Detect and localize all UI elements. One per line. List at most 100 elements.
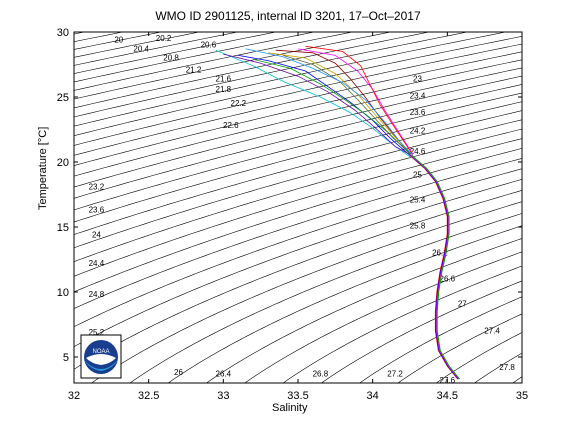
isopycnal-label: 20.8 bbox=[163, 54, 179, 63]
isopycnal-line bbox=[74, 138, 522, 277]
isopycnal-line bbox=[74, 32, 469, 118]
isopycnal-label: 20.4 bbox=[133, 45, 149, 54]
isopycnal-label: 24.8 bbox=[89, 290, 105, 299]
isopycnal-line bbox=[74, 32, 86, 35]
isopycnal-line bbox=[282, 265, 522, 383]
isopycnal-label: 27.2 bbox=[387, 370, 403, 379]
chart-title: WMO ID 2901125, internal ID 3201, 17–Oct… bbox=[155, 9, 421, 23]
x-tick-label: 33.5 bbox=[287, 390, 308, 402]
isopycnal-line bbox=[359, 296, 522, 383]
y-tick-label: 25 bbox=[57, 92, 69, 104]
isopycnal-line bbox=[74, 179, 522, 348]
isopycnal-label: 21.6 bbox=[216, 74, 232, 83]
isopycnal-line bbox=[74, 32, 316, 83]
profile-line bbox=[305, 45, 412, 154]
isopycnal-line bbox=[74, 119, 522, 249]
profile-line bbox=[223, 53, 412, 156]
y-tick-label: 30 bbox=[57, 27, 69, 39]
isopycnal-label: 21.2 bbox=[186, 65, 202, 74]
isopycnal-line bbox=[572, 19, 576, 396]
x-tick-label: 32 bbox=[68, 390, 80, 402]
isopycnal-line bbox=[512, 376, 522, 383]
isopycnal-label: 23.2 bbox=[89, 182, 105, 191]
isopycnal-line bbox=[74, 168, 522, 328]
x-tick-label: 33 bbox=[217, 390, 229, 402]
x-axis-label: Salinity bbox=[272, 402, 308, 414]
noaa-logo-text: NOAA bbox=[92, 349, 109, 355]
isopycnal-label: 24.6 bbox=[410, 147, 426, 156]
isopycnal-line bbox=[74, 190, 522, 370]
isopycnal-label: 27.8 bbox=[499, 363, 515, 372]
isopycnal-label: 26 bbox=[174, 368, 183, 377]
isopycnal-line bbox=[74, 32, 354, 91]
isopycnal-line bbox=[533, 19, 576, 396]
isopycnal-line bbox=[74, 128, 522, 262]
isopycnal-line bbox=[74, 158, 522, 309]
y-tick-label: 15 bbox=[57, 222, 69, 234]
profile-line bbox=[282, 55, 412, 155]
isopycnal-line bbox=[74, 148, 522, 293]
isopycnal-label: 26.2 bbox=[432, 249, 448, 258]
isopycnal-line bbox=[91, 201, 522, 383]
isopycnal-label: 20.2 bbox=[156, 34, 172, 43]
isopycnal-label: 27 bbox=[458, 299, 467, 308]
isopycnal-line bbox=[74, 32, 508, 127]
x-tick-label: 34 bbox=[367, 390, 379, 402]
x-tick-label: 34.5 bbox=[437, 390, 458, 402]
isopycnal-label: 24.4 bbox=[89, 259, 105, 268]
deep-profile-line bbox=[410, 155, 460, 380]
isopycnal-line bbox=[0, 19, 36, 396]
isopycnal-line bbox=[74, 67, 522, 177]
isopycnal-line bbox=[74, 101, 522, 223]
isopycnal-line bbox=[74, 92, 522, 211]
isopycnal-label: 23.4 bbox=[410, 91, 426, 100]
isopycnal-line bbox=[74, 32, 431, 109]
isopycnal-label: 24.2 bbox=[410, 126, 426, 135]
isopycnal-line bbox=[397, 313, 522, 383]
isopycnal-line bbox=[74, 43, 522, 146]
isopycnal-label: 25.4 bbox=[410, 195, 426, 204]
isopycnal-line bbox=[129, 213, 522, 383]
isopycnal-label: 20 bbox=[114, 35, 123, 44]
profile-line bbox=[238, 55, 411, 156]
isopycnal-line bbox=[74, 59, 522, 166]
deep-profile-line bbox=[409, 155, 459, 380]
isopycnal-line bbox=[320, 280, 522, 383]
y-tick-label: 5 bbox=[63, 352, 69, 364]
profile-line bbox=[275, 49, 411, 155]
isopycnal-line bbox=[74, 110, 522, 235]
y-tick-label: 10 bbox=[57, 287, 69, 299]
y-tick-label: 20 bbox=[57, 157, 69, 169]
isopycnal-label: 26.6 bbox=[440, 275, 456, 284]
deep-profile-line bbox=[411, 155, 460, 380]
isopycnal-label: 27.4 bbox=[484, 327, 500, 336]
isopycnal-line bbox=[473, 352, 522, 383]
isopycnal-label: 23.6 bbox=[89, 206, 105, 215]
isopycnal-line bbox=[74, 51, 522, 156]
noaa-logo: NOAA bbox=[80, 334, 122, 379]
isopycnal-line bbox=[74, 32, 278, 74]
isopycnal-label: 25 bbox=[413, 171, 422, 180]
isopycnal-label: 23.6 bbox=[410, 108, 426, 117]
isopycnal-label: 26.4 bbox=[216, 370, 232, 379]
isopycnal-label: 22.2 bbox=[231, 99, 247, 108]
isopycnal-line bbox=[74, 75, 522, 188]
isopycnal-label: 22.6 bbox=[223, 121, 239, 130]
isopycnal-label: 25.8 bbox=[410, 221, 426, 230]
isopycnal-line bbox=[74, 36, 522, 136]
isopycnal-label: 25.2 bbox=[89, 328, 105, 337]
profile-line bbox=[245, 48, 414, 156]
isopycnal-line bbox=[74, 32, 393, 100]
isopycnal-line bbox=[435, 332, 522, 383]
axes-frame bbox=[73, 31, 523, 384]
x-tick-label: 35 bbox=[516, 390, 528, 402]
x-tick-label: 32.5 bbox=[138, 390, 159, 402]
isopycnal-line bbox=[244, 251, 522, 383]
isopycnal-label: 20.6 bbox=[201, 41, 217, 50]
isopycnal-label: 21.8 bbox=[216, 85, 232, 94]
isopycnal-line bbox=[205, 238, 522, 383]
y-axis-label: Temperature [°C] bbox=[37, 126, 49, 210]
isopycnal-label: 24 bbox=[92, 230, 101, 239]
isopycnal-label: 23 bbox=[413, 74, 422, 83]
